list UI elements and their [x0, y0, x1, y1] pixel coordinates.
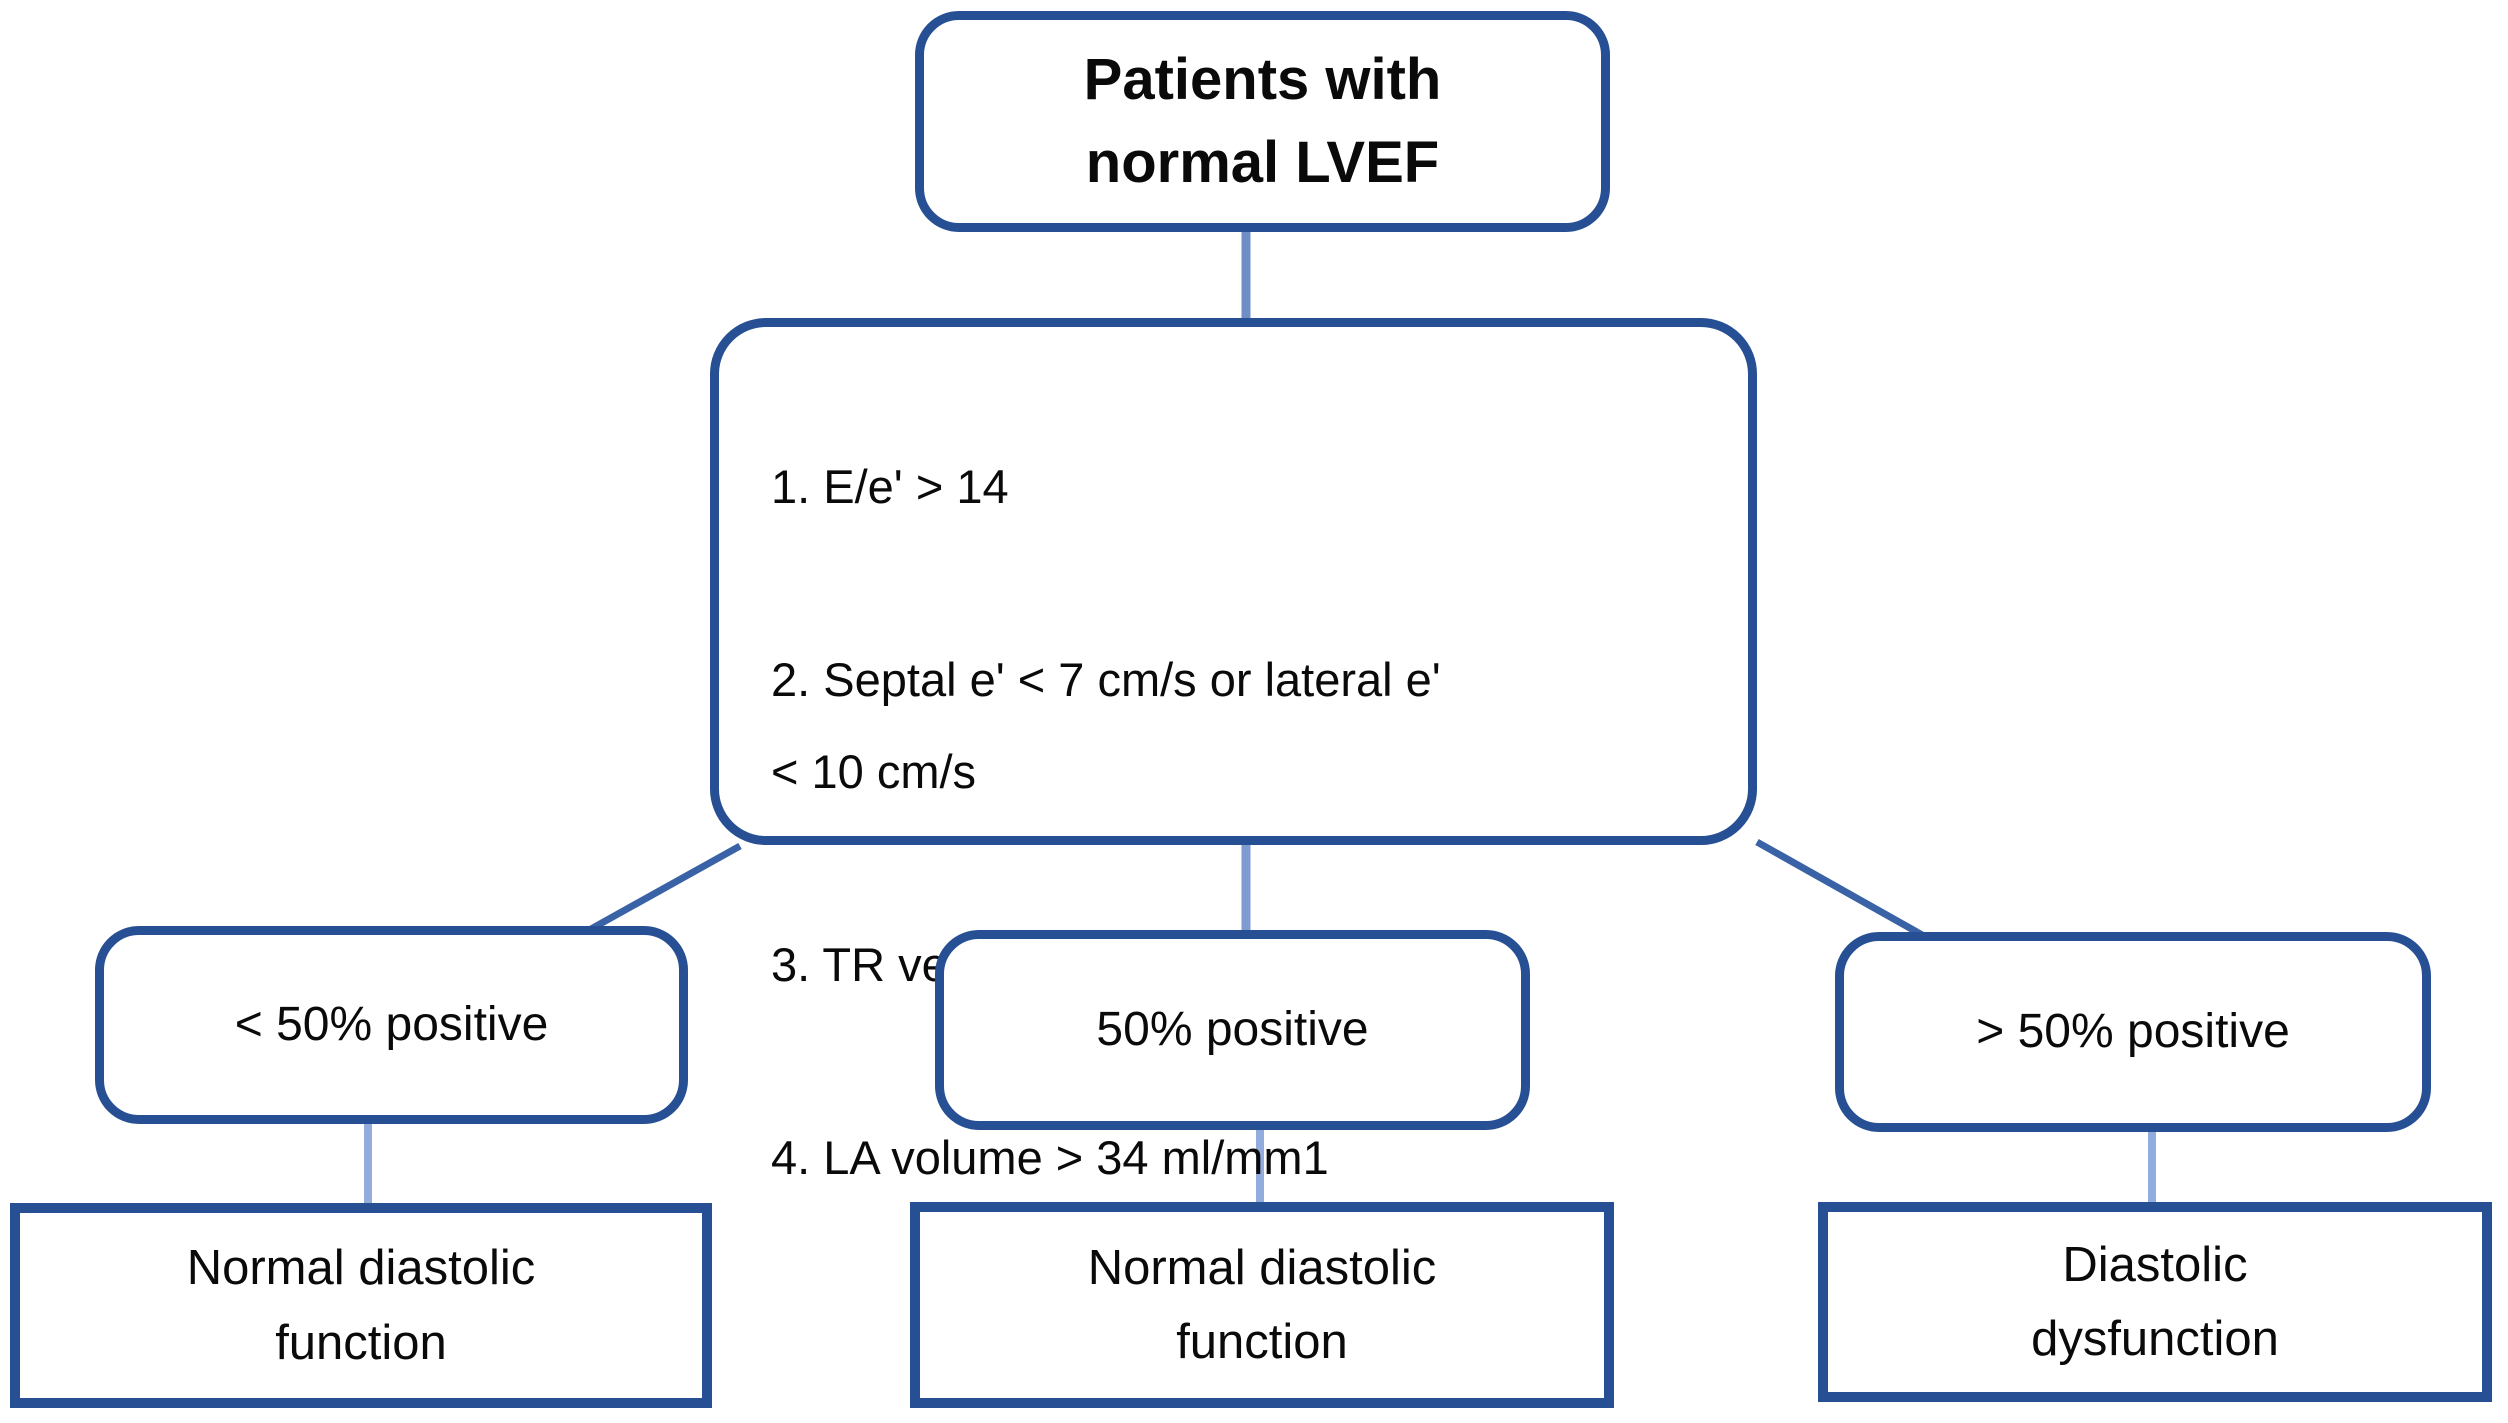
outcome-box-normal-diastolic-function-left: Normal diastolic function: [10, 1203, 712, 1408]
connector-criteria-to-left-branch: [580, 842, 742, 938]
branch-box-less-than-50-positive: < 50% positive: [95, 926, 688, 1124]
branch-label: > 50% positive: [1976, 1005, 2290, 1059]
outcome-label: Normal diastolic function: [1087, 1240, 1437, 1369]
outcome-label: Diastolic dysfunction: [2031, 1237, 2279, 1366]
outcome-box-normal-diastolic-function-middle: Normal diastolic function: [910, 1202, 1614, 1408]
branch-box-50-positive: 50% positive: [935, 930, 1530, 1130]
criteria-item-4: 4. LA volume > 34 ml/mm1: [771, 1131, 1329, 1185]
outcome-box-diastolic-dysfunction: Diastolic dysfunction: [1818, 1202, 2492, 1402]
criteria-item-2: 2. Septal e' < 7 cm/s or lateral e' < 10…: [771, 652, 1441, 798]
connector-criteria-to-right-branch: [1755, 838, 1926, 940]
branch-label: < 50% positive: [234, 998, 549, 1052]
criteria-box: 1. E/e' > 14 2. Septal e' < 7 cm/s or la…: [710, 318, 1757, 1184]
branch-box-greater-than-50-positive: > 50% positive: [1835, 932, 2431, 1132]
branch-label: 50% positive: [1096, 1003, 1369, 1057]
criteria-item-1: 1. E/e' > 14: [771, 459, 1009, 513]
root-box-patients-normal-lvef: Patients with normal LVEF: [915, 11, 1610, 232]
criteria-list: 1. E/e' > 14 2. Septal e' < 7 cm/s or la…: [771, 349, 1441, 1305]
outcome-label: Normal diastolic function: [186, 1241, 536, 1370]
root-box-label: Patients with normal LVEF: [1083, 47, 1442, 195]
